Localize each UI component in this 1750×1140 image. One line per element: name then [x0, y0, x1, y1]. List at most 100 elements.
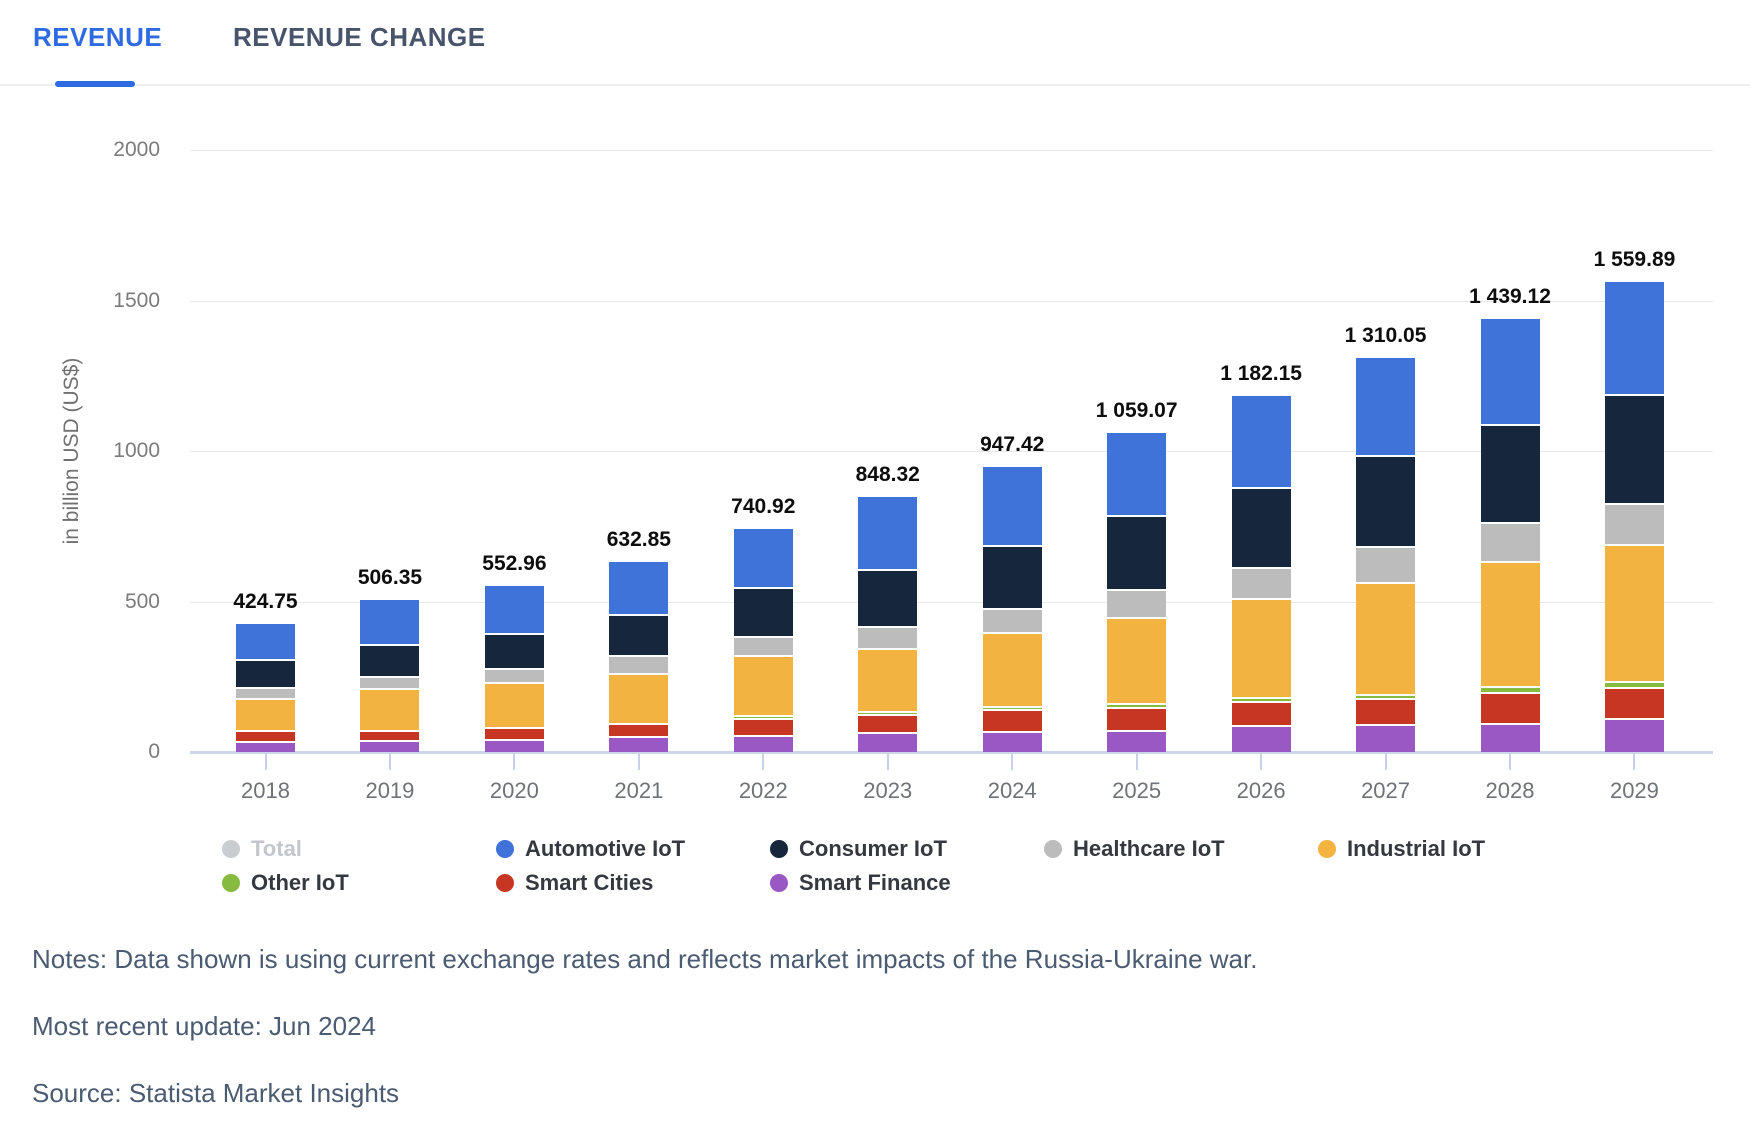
segment-other-iot-2028[interactable]	[1480, 688, 1540, 692]
bar-2020[interactable]	[484, 585, 544, 752]
bar-2019[interactable]	[360, 599, 420, 752]
segment-smart-cities-2018[interactable]	[236, 732, 295, 741]
segment-healthcare-iot-2026[interactable]	[1231, 569, 1291, 599]
bar-2029[interactable]	[1604, 282, 1664, 752]
segment-healthcare-iot-2023[interactable]	[858, 627, 918, 648]
segment-smart-finance-2023[interactable]	[858, 734, 918, 752]
segment-industrial-iot-2021[interactable]	[609, 674, 669, 724]
segment-automotive-iot-2027[interactable]	[1356, 357, 1416, 455]
segment-smart-cities-2021[interactable]	[609, 725, 669, 736]
segment-automotive-iot-2028[interactable]	[1480, 318, 1540, 424]
segment-smart-finance-2027[interactable]	[1356, 726, 1416, 752]
segment-healthcare-iot-2020[interactable]	[484, 670, 544, 683]
segment-healthcare-iot-2021[interactable]	[609, 656, 669, 673]
segment-smart-cities-2029[interactable]	[1604, 689, 1664, 719]
segment-industrial-iot-2022[interactable]	[733, 657, 793, 716]
segment-consumer-iot-2026[interactable]	[1231, 489, 1291, 568]
segment-smart-cities-2027[interactable]	[1356, 700, 1416, 725]
bar-2023[interactable]	[858, 496, 918, 752]
segment-healthcare-iot-2022[interactable]	[733, 638, 793, 656]
segment-smart-finance-2026[interactable]	[1231, 727, 1291, 752]
segment-industrial-iot-2023[interactable]	[858, 649, 918, 712]
segment-smart-cities-2024[interactable]	[982, 711, 1042, 732]
segment-healthcare-iot-2024[interactable]	[982, 609, 1042, 633]
segment-consumer-iot-2021[interactable]	[609, 616, 669, 655]
segment-smart-cities-2023[interactable]	[858, 716, 918, 733]
segment-healthcare-iot-2019[interactable]	[360, 678, 420, 688]
segment-smart-cities-2019[interactable]	[360, 731, 420, 741]
segment-industrial-iot-2018[interactable]	[236, 699, 295, 731]
segment-automotive-iot-2020[interactable]	[484, 585, 544, 634]
segment-industrial-iot-2019[interactable]	[360, 689, 420, 730]
segment-smart-finance-2022[interactable]	[733, 736, 793, 752]
segment-other-iot-2022[interactable]	[733, 717, 793, 719]
legend-item-automotive-iot[interactable]: Automotive IoT	[496, 836, 685, 862]
segment-other-iot-2025[interactable]	[1107, 705, 1167, 707]
segment-consumer-iot-2019[interactable]	[360, 646, 420, 676]
legend-item-total[interactable]: Total	[222, 836, 302, 862]
segment-consumer-iot-2025[interactable]	[1107, 517, 1167, 590]
legend-item-other-iot[interactable]: Other IoT	[222, 870, 349, 896]
segment-smart-cities-2020[interactable]	[484, 729, 544, 739]
segment-smart-cities-2022[interactable]	[733, 720, 793, 735]
segment-consumer-iot-2018[interactable]	[236, 661, 295, 688]
segment-consumer-iot-2023[interactable]	[858, 571, 918, 626]
legend-item-smart-finance[interactable]: Smart Finance	[770, 870, 951, 896]
segment-healthcare-iot-2027[interactable]	[1356, 547, 1416, 583]
segment-consumer-iot-2029[interactable]	[1604, 396, 1664, 503]
segment-smart-finance-2021[interactable]	[609, 737, 669, 752]
segment-industrial-iot-2028[interactable]	[1480, 562, 1540, 687]
segment-automotive-iot-2018[interactable]	[236, 624, 295, 660]
segment-smart-finance-2020[interactable]	[484, 740, 544, 752]
segment-smart-finance-2029[interactable]	[1604, 720, 1664, 752]
tab-revenue-change[interactable]: REVENUE CHANGE	[233, 22, 486, 52]
segment-automotive-iot-2025[interactable]	[1107, 433, 1167, 516]
segment-other-iot-2029[interactable]	[1604, 683, 1664, 688]
bar-2027[interactable]	[1356, 357, 1416, 752]
bar-2028[interactable]	[1480, 318, 1540, 752]
segment-healthcare-iot-2025[interactable]	[1107, 591, 1167, 617]
segment-industrial-iot-2029[interactable]	[1604, 545, 1664, 682]
segment-smart-finance-2025[interactable]	[1107, 731, 1167, 752]
segment-other-iot-2026[interactable]	[1231, 698, 1291, 702]
legend-item-industrial-iot[interactable]: Industrial IoT	[1318, 836, 1485, 862]
legend-item-healthcare-iot[interactable]: Healthcare IoT	[1044, 836, 1225, 862]
segment-other-iot-2027[interactable]	[1356, 695, 1416, 699]
segment-industrial-iot-2026[interactable]	[1231, 600, 1291, 697]
segment-other-iot-2023[interactable]	[858, 713, 918, 715]
bar-2024[interactable]	[982, 466, 1042, 752]
segment-consumer-iot-2028[interactable]	[1480, 425, 1540, 522]
segment-industrial-iot-2027[interactable]	[1356, 584, 1416, 694]
legend-item-smart-cities[interactable]: Smart Cities	[496, 870, 653, 896]
bar-2022[interactable]	[733, 528, 793, 752]
segment-smart-finance-2018[interactable]	[236, 742, 295, 752]
segment-smart-finance-2019[interactable]	[360, 742, 420, 752]
segment-healthcare-iot-2029[interactable]	[1604, 504, 1664, 544]
segment-automotive-iot-2026[interactable]	[1231, 396, 1291, 488]
segment-automotive-iot-2023[interactable]	[858, 496, 918, 570]
segment-smart-finance-2028[interactable]	[1480, 724, 1540, 752]
segment-consumer-iot-2020[interactable]	[484, 635, 544, 669]
segment-industrial-iot-2024[interactable]	[982, 634, 1042, 707]
segment-automotive-iot-2021[interactable]	[609, 561, 669, 615]
bar-2025[interactable]	[1107, 433, 1167, 752]
segment-healthcare-iot-2018[interactable]	[236, 689, 295, 698]
bar-2021[interactable]	[609, 561, 669, 752]
segment-consumer-iot-2027[interactable]	[1356, 456, 1416, 546]
segment-healthcare-iot-2028[interactable]	[1480, 523, 1540, 561]
segment-smart-cities-2026[interactable]	[1231, 703, 1291, 726]
tab-revenue[interactable]: REVENUE	[33, 22, 163, 52]
segment-smart-cities-2025[interactable]	[1107, 708, 1167, 730]
bar-2018[interactable]	[236, 624, 295, 752]
segment-automotive-iot-2022[interactable]	[733, 528, 793, 588]
segment-consumer-iot-2024[interactable]	[982, 546, 1042, 608]
bar-2026[interactable]	[1231, 396, 1291, 752]
segment-automotive-iot-2019[interactable]	[360, 599, 420, 645]
segment-consumer-iot-2022[interactable]	[733, 589, 793, 637]
legend-item-consumer-iot[interactable]: Consumer IoT	[770, 836, 947, 862]
segment-other-iot-2024[interactable]	[982, 708, 1042, 710]
segment-automotive-iot-2024[interactable]	[982, 466, 1042, 545]
segment-smart-finance-2024[interactable]	[982, 733, 1042, 752]
segment-automotive-iot-2029[interactable]	[1604, 282, 1664, 395]
segment-industrial-iot-2025[interactable]	[1107, 618, 1167, 704]
